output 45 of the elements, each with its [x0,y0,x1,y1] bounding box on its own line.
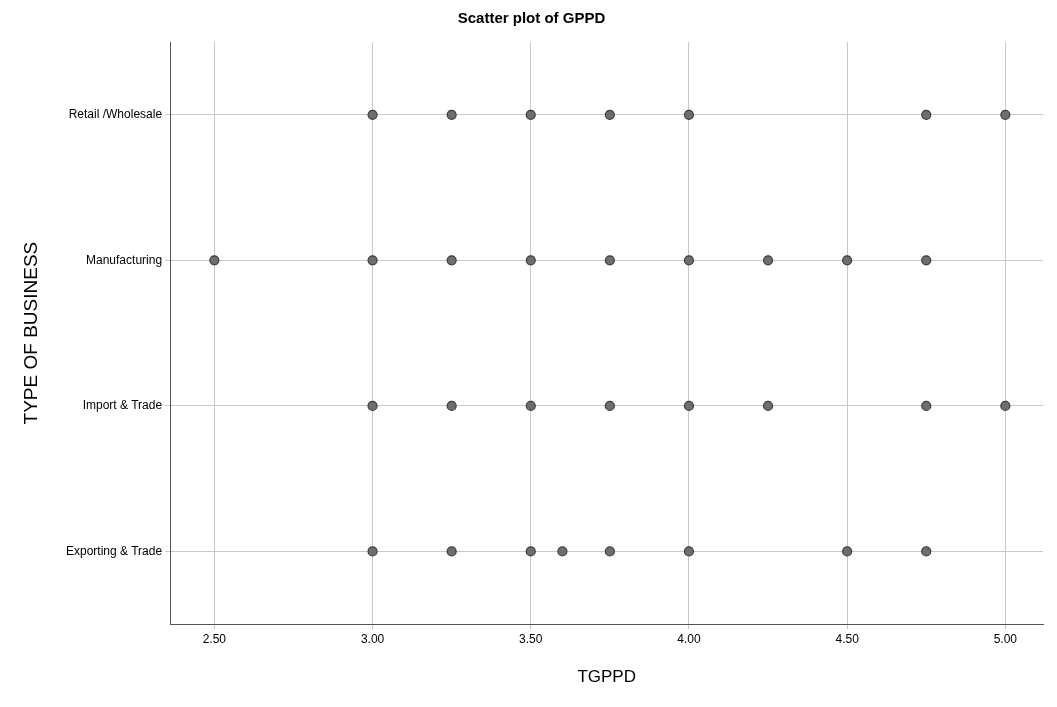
point [604,109,615,120]
y-tick-label: Import & Trade [82,398,163,413]
point [525,546,536,557]
point [921,255,932,266]
point [525,400,536,411]
x-tick-label: 4.00 [677,631,701,646]
y-tick-label: Retail /Wholesale [68,107,163,122]
point [367,546,378,557]
point [604,400,615,411]
point [209,255,220,266]
point [604,546,615,557]
point [842,255,853,266]
point [604,255,615,266]
x-tick-label: 4.50 [835,631,860,646]
point [446,255,457,266]
point [762,400,774,411]
point [525,109,536,120]
point [446,400,457,411]
point [557,546,568,557]
point [446,546,457,557]
x-axis-title: TGPPD [577,667,636,687]
point [683,400,695,411]
point [367,400,378,411]
point [367,109,378,120]
point [683,109,695,120]
point [1000,109,1011,120]
chart-title: Scatter plot of GPPD [457,9,606,27]
x-tick-label: 3.00 [360,631,385,646]
y-tick-label: Manufacturing [86,252,163,267]
x-tick-label: 5.00 [993,631,1018,646]
y-axis-title: TYPE OF BUSINESS [19,241,41,425]
point [1000,400,1011,411]
y-tick-label: Exporting & Trade [66,543,163,558]
x-tick-label: 2.50 [202,631,227,646]
point [683,546,695,557]
point [921,400,932,411]
point [367,255,378,266]
point [683,255,695,266]
point [525,255,536,266]
point [921,109,932,120]
x-tick-label: 3.50 [519,631,543,646]
point [842,546,853,557]
point [921,546,932,557]
point [762,255,774,266]
point [446,109,457,120]
